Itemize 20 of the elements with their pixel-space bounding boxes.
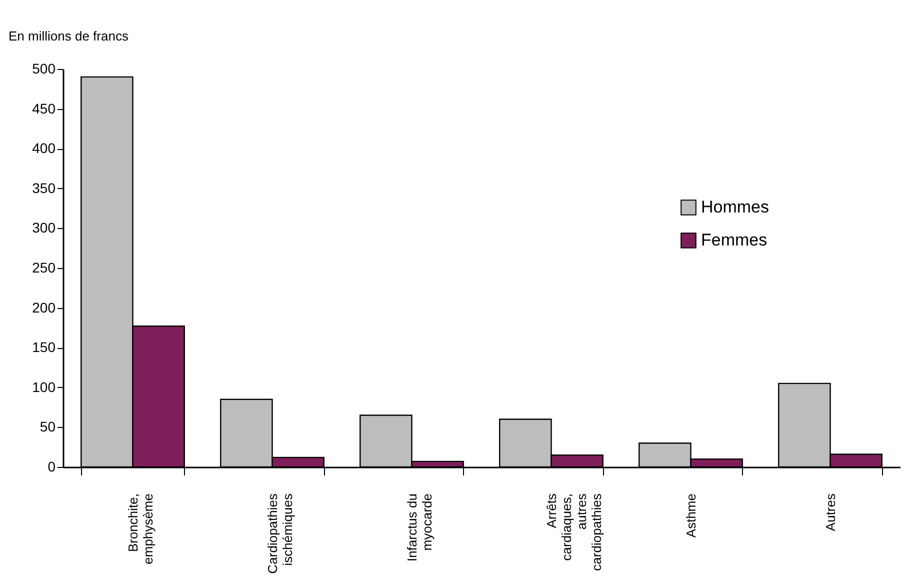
y-tick-label: 150 bbox=[32, 339, 56, 356]
x-tick-label: Cardiopathies ischémiques bbox=[264, 493, 295, 574]
y-tick-label: 0 bbox=[48, 458, 56, 474]
y-tick-label: 250 bbox=[32, 260, 56, 276]
y-axis-title: En millions de francs bbox=[8, 28, 129, 44]
y-tick-label: 300 bbox=[32, 220, 56, 236]
x-tick-label: Infarctus du myocarde bbox=[404, 494, 434, 562]
x-tick-label: Autres bbox=[822, 493, 838, 532]
y-tick-label: 450 bbox=[32, 100, 56, 116]
y-tick-label: 500 bbox=[32, 60, 56, 76]
legend-label: Hommes bbox=[701, 198, 770, 216]
y-tick-label: 100 bbox=[32, 378, 56, 395]
x-tick-label: Asthme bbox=[683, 494, 698, 538]
y-tick-label: 200 bbox=[32, 299, 56, 316]
x-tick-label: Arrêts cardiaques, autres cardiopathies bbox=[544, 493, 604, 571]
x-tick-label: Bronchite, emphysème bbox=[125, 494, 156, 564]
y-tick-label: 350 bbox=[32, 180, 56, 196]
legend-label: Femmes bbox=[701, 230, 768, 250]
y-tick-label: 400 bbox=[32, 140, 56, 156]
y-tick-label: 50 bbox=[40, 418, 56, 435]
